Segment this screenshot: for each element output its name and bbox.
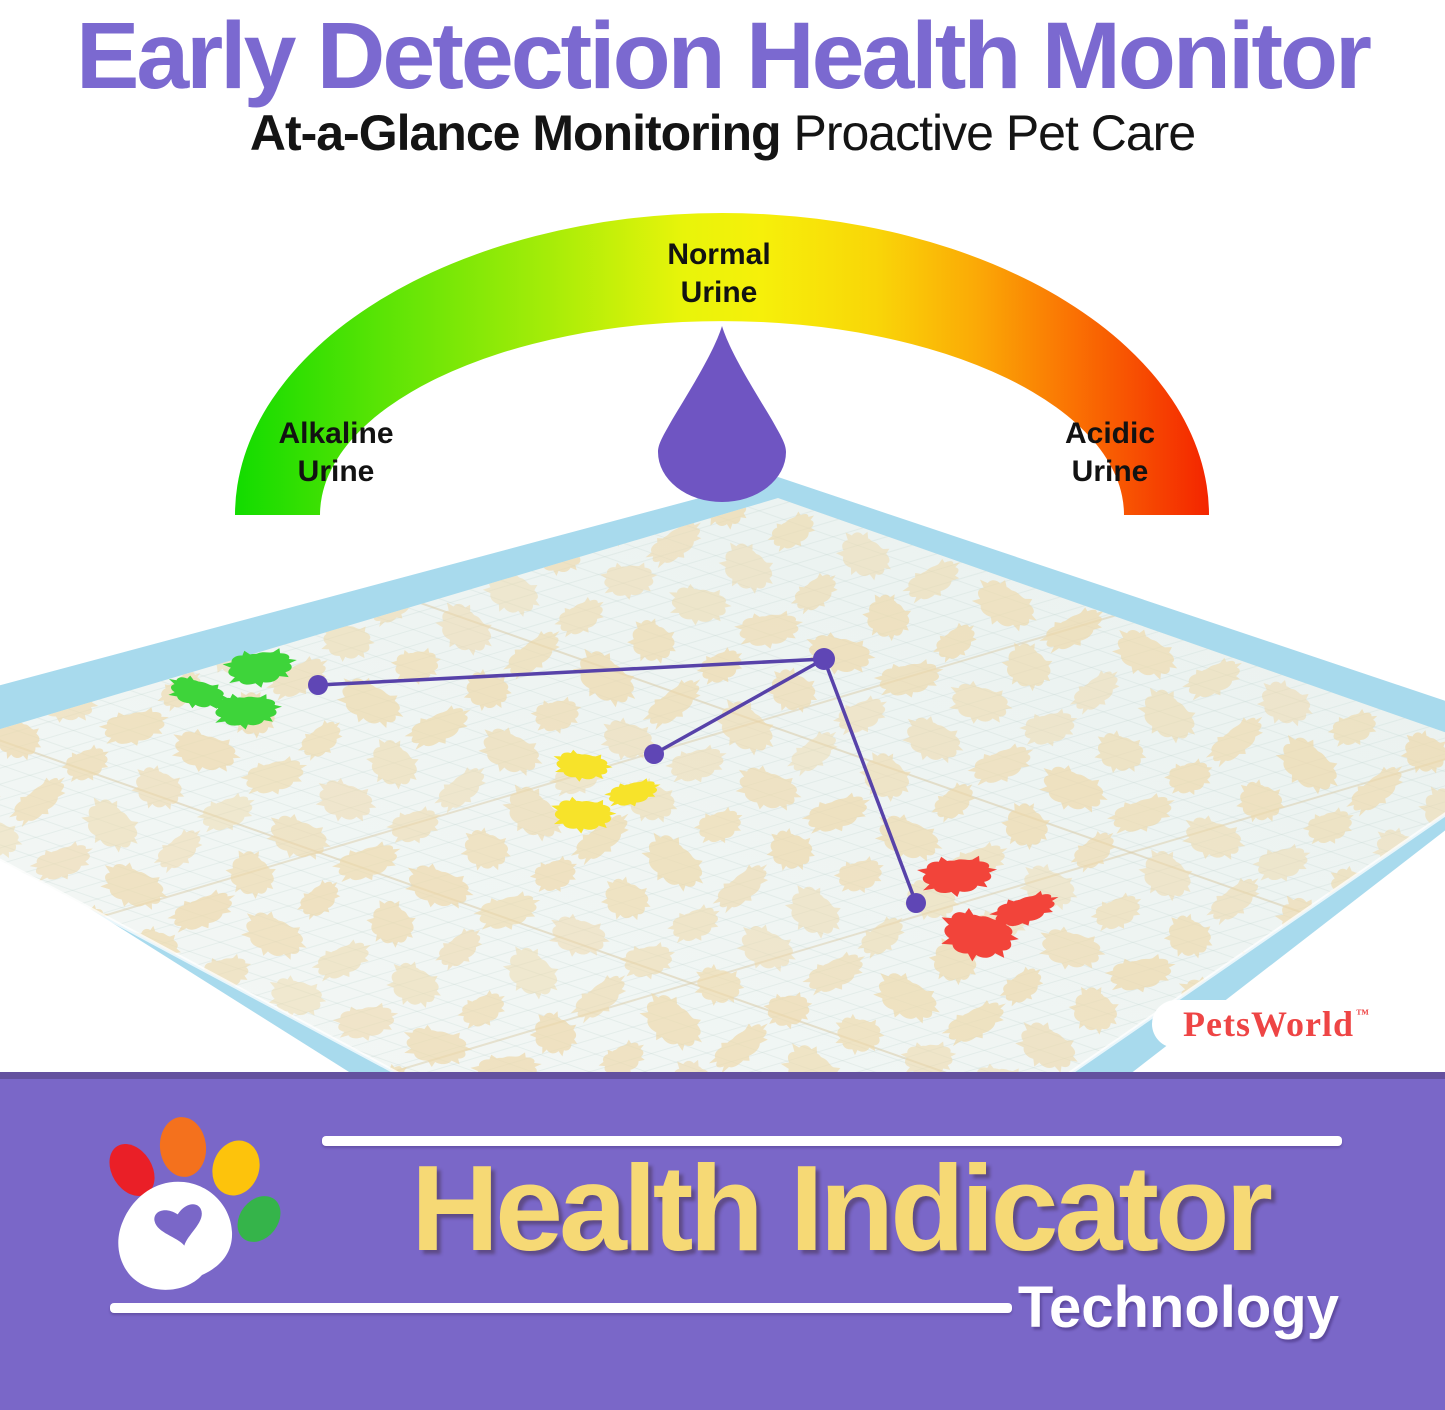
brand-badge: PetsWorld ™ bbox=[1152, 1000, 1398, 1048]
gauge-arc bbox=[235, 213, 1209, 515]
callout-dots bbox=[308, 648, 926, 913]
page-title: Early Detection Health Monitor bbox=[76, 3, 1372, 109]
gauge-label-acidic: Acidic Urine bbox=[1064, 417, 1156, 488]
paw-toe-orange bbox=[159, 1117, 207, 1177]
pee-pad bbox=[0, 477, 1445, 1075]
callout-dot bbox=[308, 675, 328, 695]
paw-toe-green bbox=[237, 1196, 281, 1242]
pad-edge-highlight bbox=[0, 812, 1445, 1075]
brand-name: PetsWorld bbox=[1183, 1004, 1354, 1044]
paw-logo-icon bbox=[109, 1117, 281, 1290]
banner-rule-top bbox=[322, 1136, 1342, 1146]
subtitle-bold: At-a-Glance Monitoring bbox=[249, 105, 782, 161]
paw-toe-red bbox=[109, 1143, 155, 1197]
banner-top-strip bbox=[0, 1072, 1445, 1079]
gauge-label-alkaline: Alkaline Urine bbox=[278, 417, 394, 488]
paw-toe-yellow bbox=[212, 1140, 260, 1196]
brand-trademark: ™ bbox=[1355, 1006, 1369, 1021]
page-subtitle: At-a-Glance Monitoring Proactive Pet Car… bbox=[0, 104, 1445, 162]
callout-dot bbox=[644, 744, 664, 764]
banner-subtitle: Technology bbox=[1017, 1275, 1339, 1340]
health-monitor-illustration bbox=[0, 213, 1445, 1075]
callout-lines bbox=[317, 657, 918, 904]
callout-vertex-dot bbox=[813, 648, 835, 670]
gauge-label-normal: Normal Urine bbox=[667, 238, 771, 309]
paw-heart-icon bbox=[154, 1204, 202, 1246]
banner: Health Indicator Technology bbox=[0, 1072, 1445, 1410]
banner-rule-bottom bbox=[110, 1303, 1012, 1313]
urine-drop-icon bbox=[658, 326, 786, 502]
callout-dot bbox=[906, 893, 926, 913]
banner-title: Health Indicator bbox=[411, 1140, 1273, 1276]
subtitle-regular: Proactive Pet Care bbox=[780, 105, 1197, 161]
